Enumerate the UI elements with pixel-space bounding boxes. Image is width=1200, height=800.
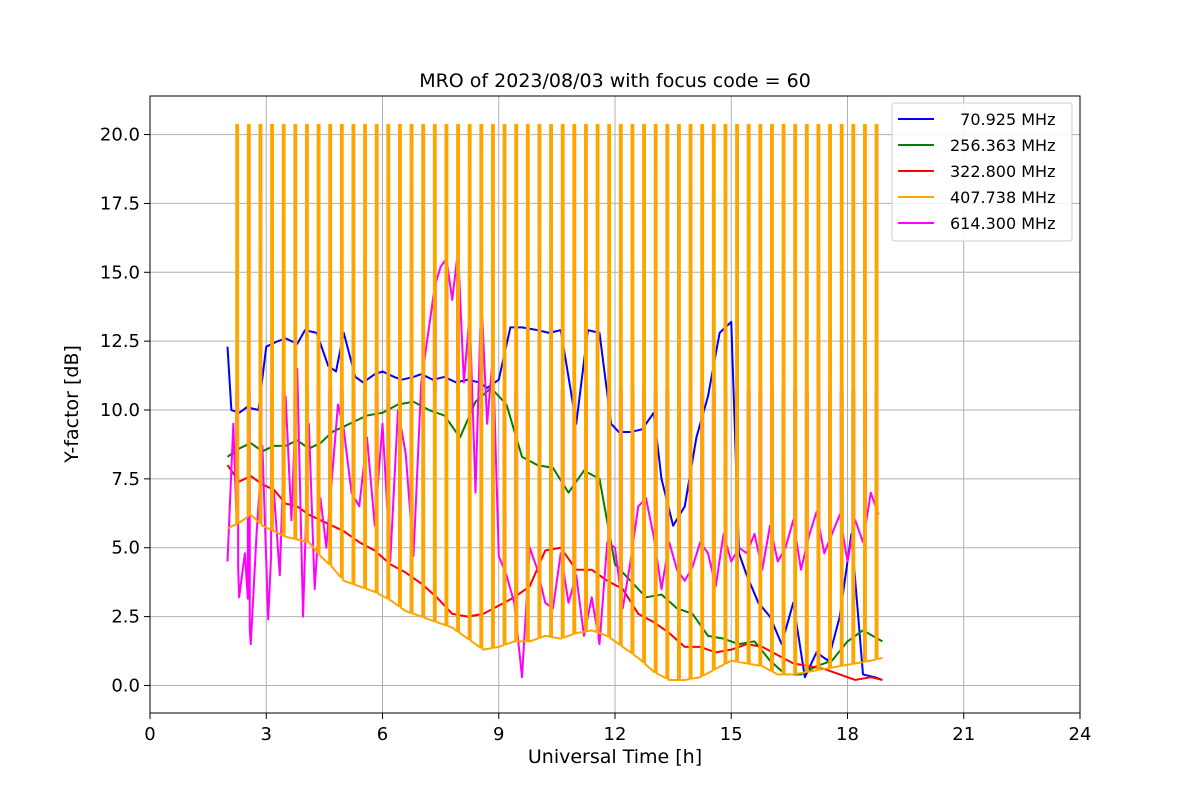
x-tick-label: 15 [720,724,743,745]
legend-label: 614.300 MHz [950,214,1055,233]
y-axis: 0.0 2.5 5.0 7.5 10.0 12.5 15.0 17.5 20.0 [100,125,150,696]
x-tick-label: 6 [377,724,388,745]
y-tick-label: 15.0 [100,262,140,283]
legend-label: 70.925 MHz [950,110,1055,129]
x-axis: 0 3 6 9 12 15 18 21 24 [144,713,1091,745]
x-tick-label: 12 [604,724,627,745]
plot-area [226,123,883,681]
y-tick-label: 7.5 [111,469,140,490]
x-tick-label: 21 [952,724,975,745]
y-tick-label: 0.0 [111,675,140,696]
y-axis-label: Y-factor [dB] [61,345,83,464]
legend-label: 322.800 MHz [950,162,1055,181]
y-tick-label: 12.5 [100,331,140,352]
legend: 70.925 MHz 256.363 MHz 322.800 MHz 407.738 … [891,102,1073,242]
legend-label: 407.738 MHz [950,188,1055,207]
y-tick-label: 2.5 [111,607,140,628]
y-tick-label: 20.0 [100,125,140,146]
y-tick-label: 17.5 [100,193,140,214]
legend-box [891,102,1073,242]
legend-label: 256.363 MHz [950,136,1055,155]
x-tick-label: 9 [493,724,504,745]
y-tick-label: 5.0 [111,538,140,559]
x-tick-label: 18 [836,724,859,745]
chart-title: MRO of 2023/08/03 with focus code = 60 [419,70,811,92]
x-axis-label: Universal Time [h] [528,746,702,768]
x-tick-label: 3 [261,724,272,745]
x-tick-label: 24 [1069,724,1092,745]
series-line-3 [227,123,883,681]
x-tick-label: 0 [144,724,155,745]
y-tick-label: 10.0 [100,400,140,421]
